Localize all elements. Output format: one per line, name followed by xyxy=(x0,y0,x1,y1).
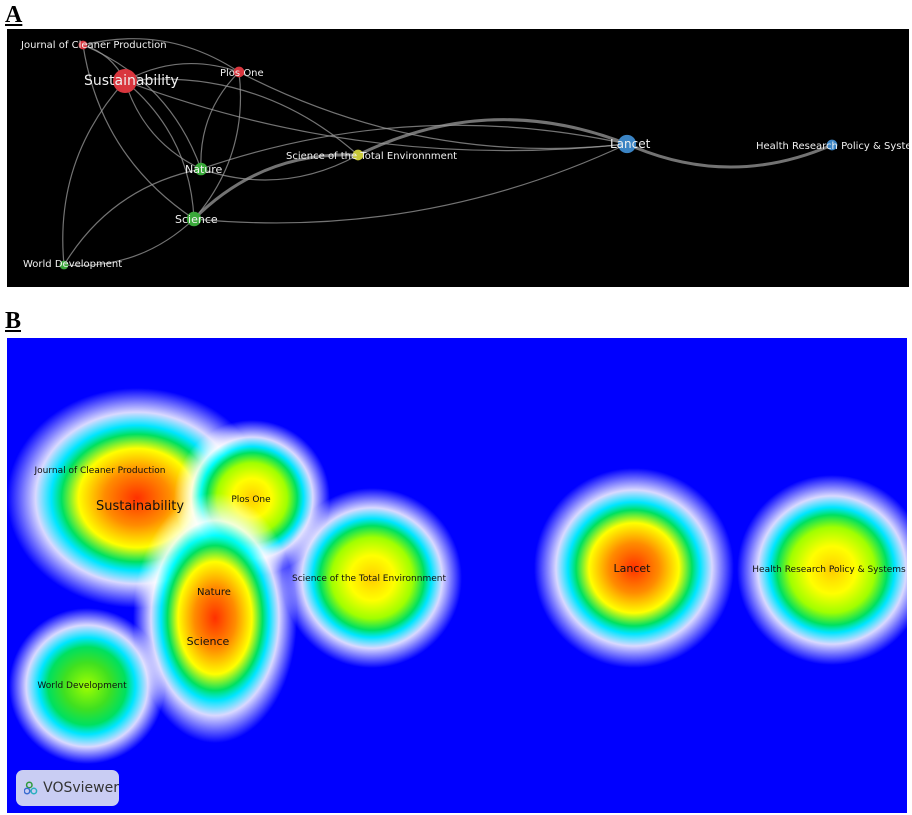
link-jcp-sci xyxy=(82,44,195,220)
vosviewer-watermark: VOSviewer xyxy=(16,770,119,806)
density-label-wd: World Development xyxy=(37,681,127,691)
node-hrps[interactable] xyxy=(826,139,838,151)
link-jcp-plos xyxy=(82,38,240,73)
link-nat-stoten xyxy=(200,154,359,181)
density-blob-natsci xyxy=(133,493,297,743)
link-sus-sci xyxy=(124,80,195,220)
density-visualization: Journal of Cleaner Production Sustainabil… xyxy=(7,338,907,813)
density-label-nat: Nature xyxy=(197,587,231,598)
density-label-stoten: Science of the Total Environnment xyxy=(292,574,446,584)
density-blob-hrps xyxy=(737,475,907,665)
node-lan[interactable] xyxy=(617,134,637,154)
node-label-plos: Plos One xyxy=(220,68,264,79)
node-label-nat: Nature xyxy=(185,163,223,176)
link-jcp-nat xyxy=(82,44,202,170)
node-sci[interactable] xyxy=(186,211,202,227)
node-stoten[interactable] xyxy=(352,149,364,161)
node-label-lan: Lancet xyxy=(610,137,651,151)
link-stoten-lan xyxy=(357,118,628,157)
link-wd-nat xyxy=(63,168,202,266)
watermark-label: VOSviewer xyxy=(43,780,119,796)
density-label-sus: Sustainability xyxy=(96,499,184,514)
node-plos[interactable] xyxy=(233,66,245,78)
node-label-sci: Science xyxy=(175,213,218,226)
node-label-jcp: Journal of Cleaner Production xyxy=(20,40,167,51)
link-plos-sci xyxy=(193,71,242,220)
link-nat-lan xyxy=(200,124,628,170)
node-label-hrps: Health Research Policy & Systems xyxy=(756,141,909,152)
link-sci-lan xyxy=(193,143,628,224)
node-label-sus: Sustainability xyxy=(84,73,179,89)
link-sus-lan xyxy=(124,80,628,152)
density-label-lan: Lancet xyxy=(614,562,652,575)
node-nat[interactable] xyxy=(194,162,208,176)
node-label-stoten: Science of the Total Environnment xyxy=(286,151,457,162)
vosviewer-logo-icon xyxy=(24,781,38,795)
node-label-wd: World Development xyxy=(23,259,122,270)
panel-b-letter: B xyxy=(5,308,22,334)
link-plos-lan xyxy=(238,71,628,150)
link-wd-sus xyxy=(62,80,126,266)
density-label-plos: Plos One xyxy=(231,495,271,505)
node-wd[interactable] xyxy=(59,260,69,270)
link-sci-stoten xyxy=(192,153,359,221)
density-label-jcp: Journal of Cleaner Production xyxy=(33,466,165,476)
panel-a-letter: A xyxy=(5,2,23,28)
link-sus-stoten xyxy=(124,78,359,156)
density-blob-lan xyxy=(534,468,734,668)
link-plos-nat xyxy=(200,71,240,170)
link-lan-hrps xyxy=(626,142,833,169)
link-sus-plos xyxy=(124,62,240,82)
density-blob-wd xyxy=(9,608,165,764)
density-blob-stoten xyxy=(282,488,462,668)
node-jcp[interactable] xyxy=(78,40,88,50)
network-visualization: Journal of Cleaner Production Sustainabil… xyxy=(7,29,909,287)
network-background xyxy=(7,29,909,287)
density-label-hrps: Health Research Policy & Systems xyxy=(752,565,906,575)
link-wd-sci xyxy=(63,218,195,267)
link-sus-nat xyxy=(124,80,202,170)
node-sus[interactable] xyxy=(113,69,137,93)
density-label-sci: Science xyxy=(187,635,230,648)
